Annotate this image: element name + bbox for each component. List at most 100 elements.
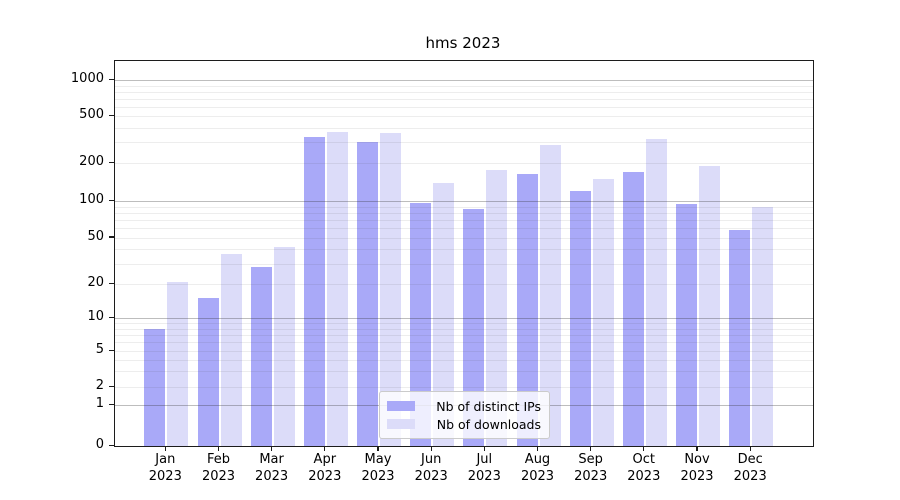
legend-swatch (387, 419, 415, 429)
y-tick-mark (108, 444, 114, 446)
x-tick-mark (696, 446, 698, 451)
y-tick-mark (108, 236, 114, 238)
gridline-minor (115, 284, 813, 286)
bar-downloads-oct (645, 139, 667, 446)
x-tick-mark (536, 446, 539, 451)
x-tick-label: Apr 2023 (308, 452, 342, 484)
y-tick-label: 2 (95, 378, 104, 393)
y-tick-mark (108, 385, 114, 387)
bar-downloads-mar (273, 246, 295, 446)
gridline-minor (115, 91, 813, 93)
x-tick-label: Aug 2023 (520, 452, 555, 484)
x-tick-label: Feb 2023 (201, 452, 236, 484)
gridline-major (115, 318, 813, 319)
y-tick-label: 500 (79, 107, 104, 122)
gridline-minor (115, 359, 813, 361)
gridline-minor (115, 98, 813, 100)
gridline-minor (115, 263, 813, 265)
gridline-minor (115, 206, 813, 208)
legend-label: Nb of distinct IPs (436, 398, 541, 414)
y-tick-label: 20 (87, 275, 104, 291)
bar-downloads-aug (539, 145, 561, 446)
y-tick-mark (108, 161, 114, 164)
gridline-minor (115, 212, 813, 214)
x-tick-mark (270, 446, 273, 451)
gridline-minor (115, 371, 813, 373)
bar-downloads-jan (167, 281, 189, 446)
y-tick-label: 1 (95, 396, 104, 411)
legend: Nb of distinct IPs Nb of downloads (379, 391, 550, 439)
bar-downloads-dec (752, 206, 774, 446)
legend-item: Nb of downloads (387, 415, 541, 433)
x-tick-label: Jun 2023 (414, 452, 448, 484)
x-tick-mark (217, 446, 220, 451)
legend-item: Nb of distinct IPs (387, 397, 541, 415)
bar-ips-jul (463, 209, 485, 446)
gridline-minor (115, 351, 813, 352)
gridline-minor (115, 106, 813, 108)
x-tick-label: Mar 2023 (255, 452, 289, 484)
y-tick-mark (108, 78, 114, 80)
y-tick-mark (108, 114, 114, 116)
x-tick-mark (430, 446, 432, 451)
gridline-minor (115, 387, 813, 388)
gridline-minor (115, 249, 813, 250)
x-tick-mark (590, 446, 592, 451)
y-tick-label: 200 (79, 154, 104, 170)
gridline-minor (115, 237, 813, 239)
gridline-minor (115, 163, 813, 165)
y-tick-mark (108, 403, 114, 405)
y-tick-mark (108, 282, 114, 285)
bar-downloads-nov (699, 166, 720, 446)
x-tick-mark (377, 446, 379, 451)
legend-label: Nb of downloads (436, 416, 541, 432)
gridline-major (115, 201, 813, 202)
bar-downloads-sep (592, 178, 614, 446)
x-tick-label: Jul 2023 (467, 452, 501, 484)
bar-ips-aug (516, 173, 538, 446)
y-tick-label: 1000 (70, 71, 104, 86)
bar-ips-apr (303, 136, 325, 446)
gridline-minor (115, 127, 813, 129)
x-tick-mark (643, 446, 645, 451)
gridline-minor (115, 335, 813, 336)
gridline-minor (115, 323, 813, 324)
y-tick-mark (108, 316, 114, 318)
x-tick-label: Nov 2023 (680, 452, 714, 484)
bar-ips-nov (676, 203, 697, 446)
chart-title: hms 2023 (425, 34, 501, 52)
bar-downloads-jun (433, 182, 455, 446)
bar-ips-dec (729, 229, 751, 446)
bar-ips-mar (250, 267, 272, 446)
gridline-minor (115, 342, 813, 344)
x-tick-label: Oct 2023 (627, 452, 661, 484)
x-tick-mark (749, 446, 751, 451)
x-tick-label: May 2023 (361, 452, 395, 484)
x-tick-mark (324, 446, 326, 451)
bar-ips-jun (410, 203, 432, 446)
x-tick-label: Sep 2023 (574, 452, 608, 484)
y-tick-label: 50 (87, 228, 104, 244)
bar-downloads-apr (326, 132, 348, 446)
bar-ips-sep (569, 191, 591, 446)
gridline-minor (115, 85, 813, 87)
y-tick-mark (108, 349, 114, 351)
gridline-minor (115, 219, 813, 221)
y-tick-label: 5 (95, 342, 104, 357)
x-tick-mark (164, 446, 166, 451)
y-tick-label: 10 (87, 309, 104, 324)
gridline-minor (115, 142, 813, 144)
legend-swatch (387, 401, 415, 411)
x-tick-label: Dec 2023 (733, 452, 767, 484)
bar-ips-feb (197, 298, 219, 446)
gridline-major (115, 80, 813, 81)
y-tick-mark (108, 199, 114, 201)
bar-ips-oct (622, 172, 644, 446)
bar-ips-may (357, 142, 378, 446)
y-tick-label: 100 (79, 192, 104, 207)
bar-downloads-may (380, 133, 401, 446)
gridline-minor (115, 328, 813, 330)
plot-area: Nb of distinct IPs Nb of downloads (114, 60, 814, 447)
x-tick-mark (483, 446, 485, 451)
